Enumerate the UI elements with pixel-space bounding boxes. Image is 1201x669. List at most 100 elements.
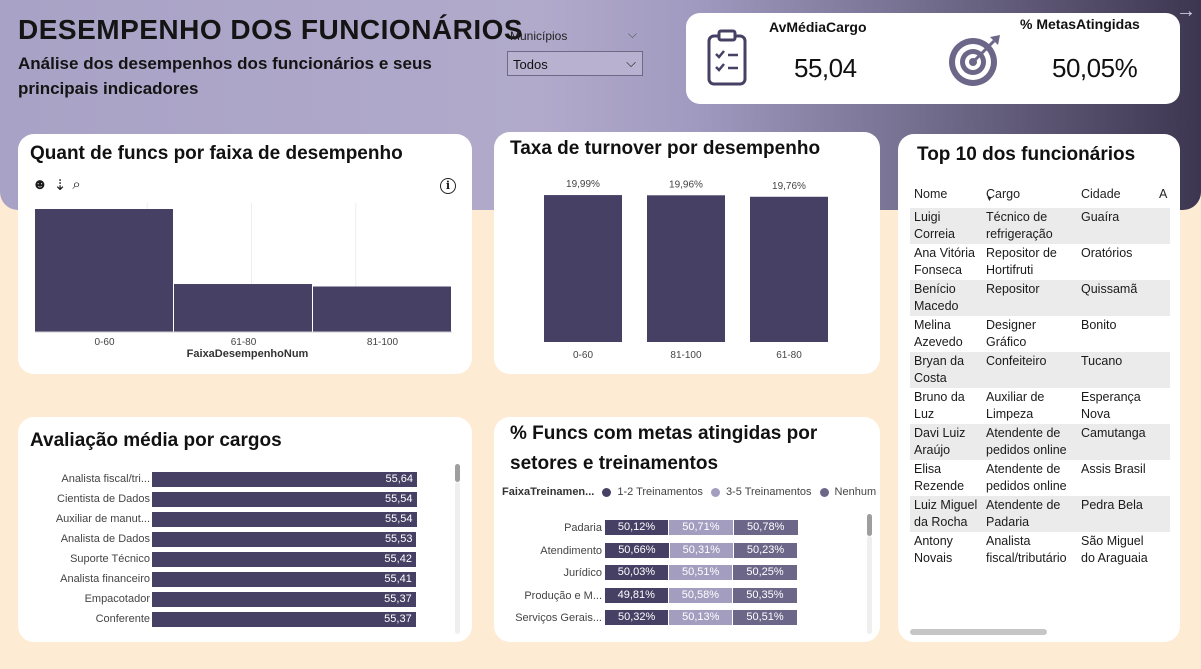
avg-cargo-category-label: Suporte Técnico: [70, 553, 150, 565]
table-hscroll[interactable]: [910, 629, 1047, 635]
metas-segment[interactable]: 50,35%: [733, 587, 797, 603]
chevron-down-icon: ⌵: [626, 55, 636, 70]
avg-cargo-bar[interactable]: 55,37: [152, 612, 416, 627]
table-cell: Pedra Bela: [1081, 498, 1143, 512]
legend-dot-2: [710, 487, 720, 497]
table-cell: [1155, 461, 1170, 495]
chevron-down-icon[interactable]: ⌵: [627, 27, 637, 41]
metas-segment[interactable]: 50,23%: [733, 542, 798, 558]
legend-item-1[interactable]: 1-2 Treinamentos: [617, 486, 703, 498]
turnover-chart: 19,99% 0-60 19,96% 81-100 19,76% 61-80: [544, 179, 828, 361]
table-cell: Davi Luiz Araújo: [914, 426, 966, 457]
table-cell: [1155, 425, 1170, 459]
metas-segment[interactable]: 50,51%: [668, 565, 733, 580]
kpi-metas-value: 50,05%: [1052, 53, 1138, 83]
legend-item-3[interactable]: Nenhum: [834, 486, 877, 498]
col-nome[interactable]: Nome: [914, 187, 948, 201]
turnover-bar-81-100: [647, 195, 725, 342]
table-row[interactable]: Bryan da Costa Confeiteiro Tucano: [910, 352, 1170, 388]
avg-cargo-category-label: Conferente: [95, 613, 150, 625]
avg-cargo-category-label: Cientista de Dados: [57, 493, 150, 505]
legend-item-2[interactable]: 3-5 Treinamentos: [725, 486, 812, 498]
col-a[interactable]: A: [1159, 187, 1168, 201]
table-row[interactable]: Ana Vitória Fonseca Repositor de Hortifru…: [910, 244, 1170, 280]
metas-segment[interactable]: 50,31%: [669, 542, 733, 558]
sort-icon[interactable]: ⇣: [53, 177, 67, 194]
table-cell: Melina Azevedo: [914, 318, 963, 349]
metas-segment[interactable]: 50,13%: [669, 610, 733, 625]
table-cell: Atendente de Padaria: [986, 498, 1061, 529]
avg-cargo-data-label: 55,37: [384, 613, 412, 625]
avg-cargo-bar[interactable]: 55,41: [152, 572, 416, 587]
municipios-dropdown[interactable]: Todos ⌵: [507, 51, 643, 76]
avg-cargo-row: Analista de Dados 55,53: [30, 532, 450, 548]
metas-segment[interactable]: 50,71%: [669, 520, 733, 535]
table-row[interactable]: Luigi Correia Técnico de refrigeração Guaí…: [910, 208, 1170, 244]
metas-row: Jurídico 50,03% 50,51% 50,25%: [505, 565, 805, 581]
avg-cargo-scrollbar[interactable]: [455, 464, 460, 482]
col-cidade[interactable]: Cidade: [1081, 187, 1121, 201]
table-cell: Bryan da Costa: [914, 354, 965, 385]
avg-cargo-bar[interactable]: 55,42: [152, 552, 416, 567]
hist-xaxis-label: FaixaDesempenhoNum: [187, 348, 309, 360]
hist-title: Quant de funcs por faixa de desempenho: [30, 143, 403, 164]
avg-cargo-bar[interactable]: 55,54: [152, 512, 417, 527]
metas-segment[interactable]: 50,66%: [605, 542, 669, 558]
avg-cargo-row: Conferente 55,37: [30, 612, 450, 628]
metas-segment[interactable]: 50,78%: [733, 520, 798, 535]
avg-cargo-bar[interactable]: 55,54: [152, 492, 417, 507]
metas-segment[interactable]: 50,25%: [733, 565, 797, 580]
metas-category-label: Serviços Gerais...: [515, 612, 602, 624]
table-cell: Atendente de pedidos online: [986, 426, 1067, 457]
table-header: Nome Cargo ▼ Cidade A: [910, 180, 1170, 208]
table-cell: Luigi Correia: [914, 210, 955, 241]
metas-segment[interactable]: 50,03%: [605, 565, 668, 580]
table-cell: Camutanga: [1081, 426, 1146, 440]
zoom-icon[interactable]: ⌕: [72, 176, 81, 193]
municipios-selected-value: Todos: [513, 57, 548, 72]
turnover-data-label: 19,96%: [669, 179, 703, 190]
avg-cargo-bar[interactable]: 55,37: [152, 592, 416, 607]
sort-desc-icon: ▼: [986, 196, 993, 203]
table-cell: [1155, 353, 1170, 387]
table-row[interactable]: Antony Novais Analista fiscal/tributário S…: [910, 532, 1170, 568]
top10-table: Nome Cargo ▼ Cidade A Luigi Correia Técni…: [910, 180, 1170, 590]
avg-cargo-scroll-track: [455, 482, 460, 634]
col-cargo[interactable]: Cargo ▼: [982, 187, 1077, 203]
table-row[interactable]: Benício Macedo Repositor Quissamã: [910, 280, 1170, 316]
metas-segment[interactable]: 50,12%: [605, 520, 668, 535]
avg-cargo-bar[interactable]: 55,64: [152, 472, 417, 487]
table-cell: [1155, 389, 1170, 423]
table-row[interactable]: Melina Azevedo Designer Gráfico Bonito: [910, 316, 1170, 352]
metas-segment[interactable]: 49,81%: [605, 587, 668, 603]
avg-cargo-bar[interactable]: 55,53: [152, 532, 417, 547]
metas-title-line1: % Funcs com metas atingidas por: [510, 423, 818, 444]
avg-cargo-data-label: 55,42: [384, 553, 412, 565]
table-cell: Tucano: [1081, 354, 1123, 368]
turnover-bar-61-80: [750, 196, 828, 342]
table-row[interactable]: Bruno da Luz Auxiliar de Limpeza Esperança…: [910, 388, 1170, 424]
avg-cargo-title: Avaliação média por cargos: [30, 430, 282, 451]
table-cell: Bonito: [1081, 318, 1117, 332]
table-cell: Luiz Miguel da Rocha: [914, 498, 978, 529]
table-row[interactable]: Elisa Rezende Atendente de pedidos online…: [910, 460, 1170, 496]
info-icon[interactable]: i: [440, 178, 456, 194]
table-row[interactable]: Davi Luiz Araújo Atendente de pedidos onl…: [910, 424, 1170, 460]
metas-category-label: Atendimento: [540, 544, 602, 557]
municipios-slicer-header[interactable]: Municípios ⌵: [507, 25, 643, 47]
arrow-right-icon[interactable]: →: [1176, 0, 1196, 22]
table-row[interactable]: Luiz Miguel da Rocha Atendente de Padaria…: [910, 496, 1170, 532]
avg-cargo-row: Analista fiscal/tri... 55,64: [30, 472, 450, 488]
metas-segment[interactable]: 50,32%: [605, 610, 669, 625]
avg-cargo-row: Cientista de Dados 55,54: [30, 492, 450, 508]
kpi-card: AvMédiaCargo 55,04 % MetasAtingidas 50,0…: [686, 13, 1180, 104]
page-title: DESEMPENHO DOS FUNCIONÁRIOS: [18, 14, 524, 45]
avg-cargo-data-label: 55,37: [384, 593, 412, 605]
table-cell: Confeiteiro: [986, 354, 1047, 368]
turnover-tick-label: 61-80: [776, 350, 802, 361]
metas-segment[interactable]: 50,58%: [668, 587, 733, 603]
emoji-icon[interactable]: ☻: [32, 176, 48, 193]
metas-segment[interactable]: 50,51%: [733, 610, 797, 625]
hist-bar-81-100: [313, 286, 451, 332]
metas-scrollbar[interactable]: [867, 514, 872, 536]
